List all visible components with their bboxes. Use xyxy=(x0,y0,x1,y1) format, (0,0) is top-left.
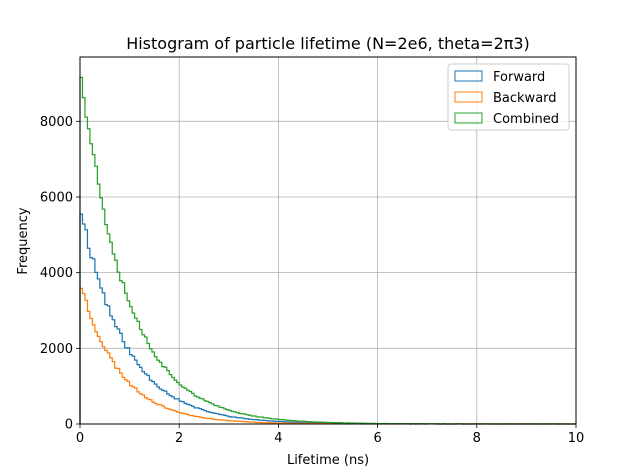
chart-title: Histogram of particle lifetime (N=2e6, t… xyxy=(126,34,530,53)
x-tick-label: 4 xyxy=(274,431,282,446)
plot-frame xyxy=(79,56,577,425)
x-tick-label: 0 xyxy=(76,431,84,446)
y-tick-label: 8000 xyxy=(40,115,73,130)
legend-swatch-backward xyxy=(454,91,483,103)
y-tick-label: 4000 xyxy=(40,266,73,281)
legend: Forward Backward Combined xyxy=(447,63,570,131)
x-tick-label: 8 xyxy=(473,431,481,446)
y-tick-label: 0 xyxy=(65,418,73,433)
axis-ticks: 0 2 4 6 8 10 0 2000 4000 6000 8000 xyxy=(40,115,584,446)
x-tick-label: 6 xyxy=(373,431,381,446)
legend-swatch-forward xyxy=(454,70,483,82)
legend-swatch-combined xyxy=(454,112,483,124)
y-tick-label: 2000 xyxy=(40,342,73,357)
y-axis-label: Frequency xyxy=(16,207,31,274)
x-tick-label: 2 xyxy=(175,431,183,446)
legend-label-forward: Forward xyxy=(493,70,545,85)
legend-label-backward: Backward xyxy=(493,91,557,106)
x-tick-label: 10 xyxy=(568,431,585,446)
y-tick-label: 6000 xyxy=(40,190,73,205)
legend-label-combined: Combined xyxy=(493,112,559,127)
x-axis-label: Lifetime (ns) xyxy=(287,453,369,468)
